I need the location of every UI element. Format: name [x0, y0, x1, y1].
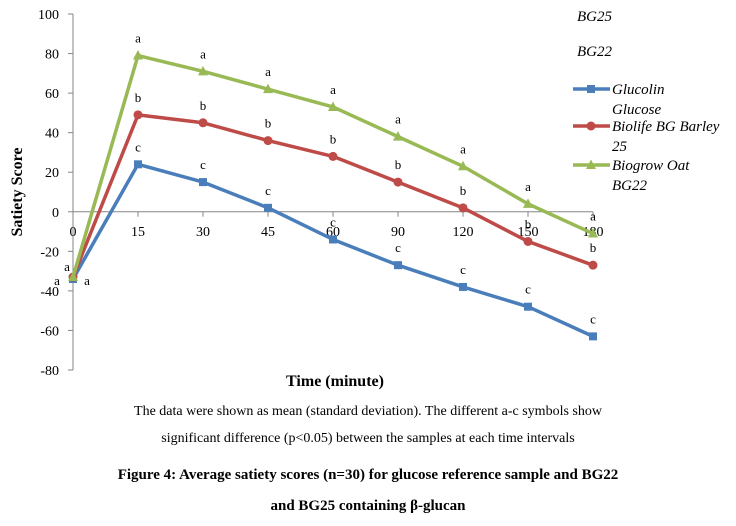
y-tick-label: 60: [45, 87, 59, 102]
data-point-circle: [133, 110, 143, 120]
data-point-triangle: [133, 50, 143, 60]
legend-label: Biogrow Oat: [612, 158, 690, 174]
significance-letter: c: [135, 139, 141, 154]
y-tick-label: 100: [38, 8, 59, 23]
legend-label: 25: [612, 139, 628, 155]
significance-letter: c: [330, 214, 336, 229]
significance-letter: a: [54, 273, 60, 288]
significance-letter: b: [590, 240, 597, 255]
significance-letter: a: [84, 273, 90, 288]
chart-series: [68, 50, 598, 341]
significance-letter: a: [525, 179, 531, 194]
x-axis-title: Time (minute): [286, 373, 384, 390]
legend-label: Biolife BG Barley: [612, 119, 720, 135]
chart-note-line-2: significant difference (p<0.05) between …: [161, 431, 575, 446]
legend-marker-triangle: [586, 159, 596, 169]
legend-marker-circle: [586, 121, 596, 131]
data-point-square: [134, 160, 142, 169]
significance-letter: a: [590, 209, 596, 224]
y-tick-label: 0: [52, 206, 59, 221]
significance-letter: c: [265, 183, 271, 198]
significance-letter: b: [265, 116, 272, 131]
significance-letter: b: [395, 157, 402, 172]
significance-letter: b: [135, 90, 142, 105]
x-tick-label: 0: [70, 225, 77, 240]
y-tick-label: 20: [45, 166, 59, 181]
y-tick-label: -40: [40, 285, 59, 300]
legend-marker-square: [587, 85, 595, 93]
significance-letter: b: [460, 183, 467, 198]
legend-label: BG22: [612, 178, 647, 194]
legend-extra-label: BG22: [577, 44, 612, 60]
y-tick-label: -80: [40, 364, 59, 379]
significance-letter: a: [64, 259, 70, 274]
significance-letter: a: [135, 31, 141, 46]
significance-letter: c: [590, 311, 596, 326]
data-point-triangle: [328, 101, 338, 111]
x-tick-label: 45: [261, 225, 275, 240]
data-point-square: [329, 235, 337, 244]
x-tick-label: 150: [518, 225, 539, 240]
significance-letter: c: [460, 262, 466, 277]
significance-letter: a: [460, 141, 466, 156]
data-point-triangle: [458, 160, 468, 171]
series-line-0: [71, 162, 594, 338]
x-tick-label: 30: [196, 225, 210, 240]
significance-letter: c: [395, 240, 401, 255]
data-point-square: [459, 282, 467, 291]
x-tick-label: 120: [453, 225, 474, 240]
significance-letter: c: [525, 282, 531, 297]
data-point-circle: [588, 260, 598, 270]
data-point-circle: [328, 151, 338, 161]
data-point-circle: [523, 236, 533, 246]
y-axis-title: Satiety Score: [9, 147, 26, 236]
significance-letter: b: [525, 216, 532, 231]
data-point-circle: [198, 118, 208, 128]
significance-letter: b: [200, 98, 207, 113]
data-point-square: [264, 203, 272, 212]
significance-letter: a: [395, 112, 401, 127]
data-point-square: [199, 178, 207, 187]
significance-letter: a: [330, 82, 336, 97]
data-point-triangle: [68, 271, 78, 282]
data-point-square: [589, 332, 597, 341]
x-tick-label: 15: [131, 225, 145, 240]
significance-letter: b: [330, 131, 337, 146]
data-point-circle: [393, 177, 403, 187]
data-point-circle: [458, 203, 468, 213]
data-point-triangle: [588, 228, 598, 238]
legend-label: Glucose: [612, 102, 661, 118]
data-point-square: [394, 261, 402, 270]
x-tick-label: 90: [391, 225, 405, 240]
data-point-square: [524, 302, 532, 311]
significance-letter: c: [200, 157, 206, 172]
significance-letter: a: [200, 46, 206, 61]
chart-note-line-1: The data were shown as mean (standard de…: [134, 404, 602, 419]
y-tick-label: -60: [40, 324, 59, 339]
data-point-triangle: [393, 131, 403, 141]
figure-caption-line-2: and BG25 containing β-glucan: [270, 498, 466, 514]
data-point-triangle: [263, 83, 273, 94]
legend-label: Glucolin: [612, 82, 665, 98]
significance-letter: a: [265, 64, 271, 79]
y-tick-label: 80: [45, 48, 59, 63]
data-point-triangle: [198, 65, 208, 76]
data-point-triangle: [523, 198, 533, 208]
y-tick-label: 40: [45, 127, 59, 142]
y-tick-label: -20: [40, 245, 59, 260]
legend-extra-label: BG25: [577, 9, 612, 25]
figure-caption-line-1: Figure 4: Average satiety scores (n=30) …: [117, 467, 619, 483]
data-point-circle: [263, 136, 273, 146]
